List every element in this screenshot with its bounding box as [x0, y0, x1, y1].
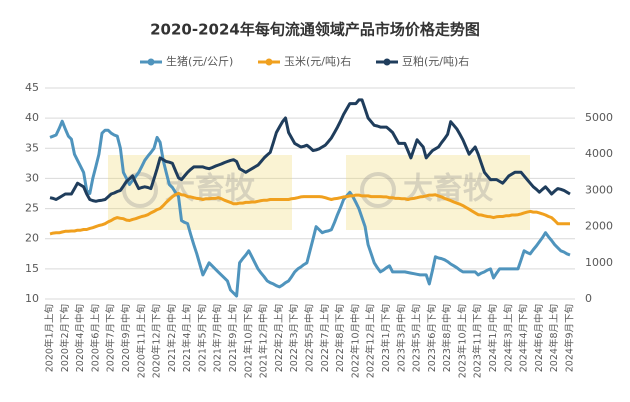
y-tick-label: 25 [25, 202, 39, 215]
watermark-logo [360, 172, 396, 208]
legend-marker [383, 58, 391, 66]
y-tick-label: 30 [25, 171, 39, 184]
y-tick-label: 10 [25, 292, 39, 305]
x-tick-label: 2020年7月下旬 [105, 304, 117, 372]
y2-tick-label: 5000 [585, 111, 613, 124]
x-tick-label: 2020年9月中旬 [120, 304, 132, 372]
y-tick-label: 15 [25, 262, 39, 275]
x-tick-label: 2022年5月中旬 [304, 304, 316, 372]
legend-item: 生猪(元/公斤) [140, 54, 233, 68]
series-line [49, 98, 571, 203]
y-tick-label: 20 [25, 232, 39, 245]
x-tick-label: 2024年8月上旬 [548, 304, 560, 372]
x-tick-label: 2020年6月上旬 [89, 304, 101, 372]
x-tick-label: 2021年5月下旬 [196, 304, 208, 372]
x-tick-label: 2021年10月下旬 [242, 304, 254, 378]
series-line [49, 119, 571, 298]
x-tick-label: 2023年5月上旬 [411, 304, 423, 372]
x-tick-label: 2024年6月中旬 [533, 304, 545, 372]
legend-label: 玉米(元/吨)右 [284, 54, 351, 68]
y2-tick-label: 4000 [585, 147, 613, 160]
x-tick-label: 2021年7月中旬 [212, 304, 224, 372]
y-tick-label: 40 [25, 111, 39, 124]
legend-item: 玉米(元/吨)右 [258, 54, 351, 68]
x-tick-label: 2023年8月中旬 [441, 304, 453, 372]
y2-tick-label: 2000 [585, 220, 613, 233]
x-tick-label: 2021年4月上旬 [181, 304, 193, 372]
x-tick-label: 2022年2月上旬 [273, 304, 285, 372]
x-tick-label: 2021年12月中旬 [258, 304, 270, 378]
x-tick-label: 2020年12月下旬 [151, 304, 163, 378]
x-tick-label: 2020年11月上旬 [135, 304, 147, 378]
legend-label: 生猪(元/公斤) [166, 54, 233, 68]
x-tick-label: 2022年8月下旬 [334, 304, 346, 372]
x-tick-label: 2023年3月中旬 [395, 304, 407, 372]
x-tick-label: 2023年1月下旬 [380, 304, 392, 372]
legend-marker [265, 58, 273, 66]
x-tick-label: 2022年3月下旬 [288, 304, 300, 372]
x-tick-label: 2020年4月中旬 [74, 304, 86, 372]
x-tick-label: 2024年4月下旬 [518, 304, 530, 372]
x-tick-label: 2021年9月上旬 [227, 304, 239, 372]
x-tick-label: 2024年3月上旬 [502, 304, 514, 372]
chart-title: 2020-2024年每旬流通领域产品市场价格走势图 [150, 21, 480, 39]
x-tick-label: 2021年2月中旬 [166, 304, 178, 372]
y2-tick-label: 0 [585, 292, 592, 305]
x-tick-label: 2024年1月中旬 [487, 304, 499, 372]
legend-item: 豆粕(元/吨)右 [376, 54, 469, 68]
legend-marker [147, 58, 155, 66]
y2-tick-label: 3000 [585, 183, 613, 196]
x-tick-label: 2023年11月下旬 [472, 304, 484, 378]
x-tick-label: 2020年2月下旬 [59, 304, 71, 372]
x-tick-label: 2022年10月中旬 [349, 304, 361, 378]
x-tick-label: 2024年9月下旬 [564, 304, 576, 372]
watermark-logo [122, 172, 158, 208]
x-tick-label: 2023年10月上旬 [456, 304, 468, 378]
y-tick-label: 45 [25, 81, 39, 94]
x-tick-label: 2020年1月上旬 [44, 304, 56, 372]
x-tick-label: 2022年12月上旬 [365, 304, 377, 378]
legend-label: 豆粕(元/吨)右 [402, 54, 469, 68]
series-line [49, 191, 570, 236]
y-tick-label: 35 [25, 141, 39, 154]
y2-tick-label: 1000 [585, 256, 613, 269]
x-tick-label: 2023年6月下旬 [426, 304, 438, 372]
x-tick-label: 2022年7月上旬 [319, 304, 331, 372]
